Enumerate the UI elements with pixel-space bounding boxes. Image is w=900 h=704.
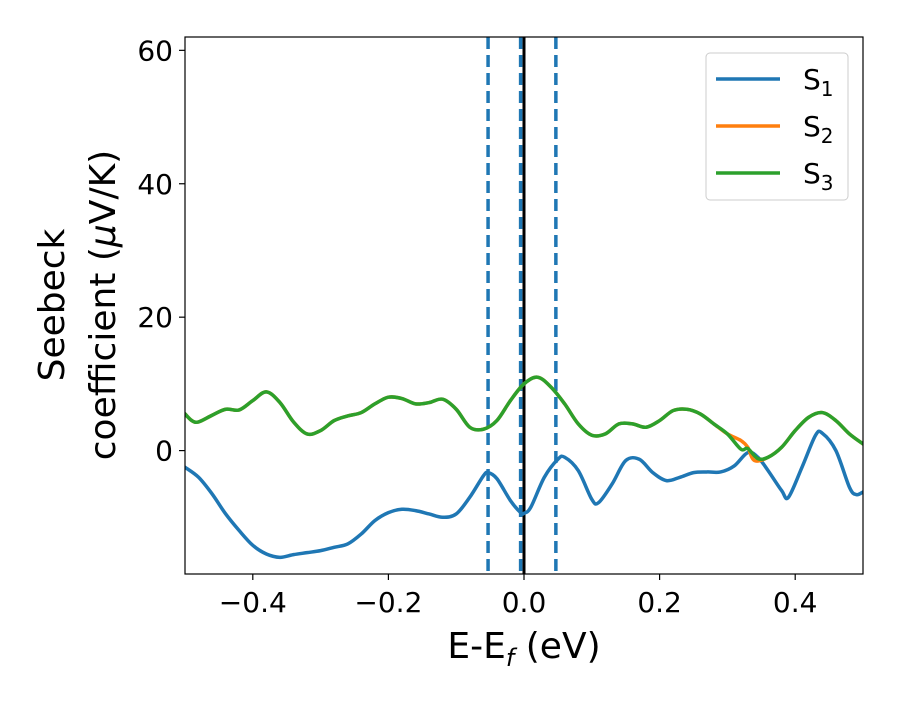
legend-label-s2: S2 xyxy=(803,110,834,148)
legend-label-s3: S3 xyxy=(803,157,834,195)
series-line-s3 xyxy=(185,375,863,462)
x-axis-title: E-Ef (eV) xyxy=(447,626,600,672)
y-axis-title-mu: μ xyxy=(83,224,124,248)
legend: S1 S2 S3 xyxy=(705,52,849,201)
x-tick-label: 0.4 xyxy=(773,586,818,619)
y-tick-label: 60 xyxy=(137,34,173,67)
y-tick-label: 0 xyxy=(155,435,173,468)
legend-items: S1 S2 S3 xyxy=(716,63,834,195)
y-tick-label: 40 xyxy=(137,168,173,201)
x-tick-label: 0.0 xyxy=(502,586,547,619)
x-tick-label: −0.4 xyxy=(219,586,287,619)
vertical-lines xyxy=(486,37,558,574)
x-axis-title-unit: (eV) xyxy=(514,626,600,667)
y-axis-title-line1: Seebeck xyxy=(32,228,73,381)
x-tick-label: −0.2 xyxy=(354,586,422,619)
series-line-s1 xyxy=(185,429,863,560)
y-axis-title-line2: coefficient (μV/K) xyxy=(83,150,124,460)
series-lines xyxy=(185,375,863,560)
y-tick-label: 20 xyxy=(137,301,173,334)
y-axis-title: Seebeck coefficient (μV/K) xyxy=(32,150,124,460)
x-tick-label: 0.2 xyxy=(637,586,682,619)
x-axis-ticks: −0.4 −0.2 0.0 0.2 0.4 xyxy=(219,574,818,619)
y-axis-ticks: 0 20 40 60 xyxy=(137,34,185,468)
y-axis-title-suffix: V/K) xyxy=(83,150,124,224)
legend-label-s1: S1 xyxy=(803,63,834,101)
x-axis-title-main: E-E xyxy=(447,626,505,667)
y-axis-title-prefix: coefficient ( xyxy=(83,247,124,460)
